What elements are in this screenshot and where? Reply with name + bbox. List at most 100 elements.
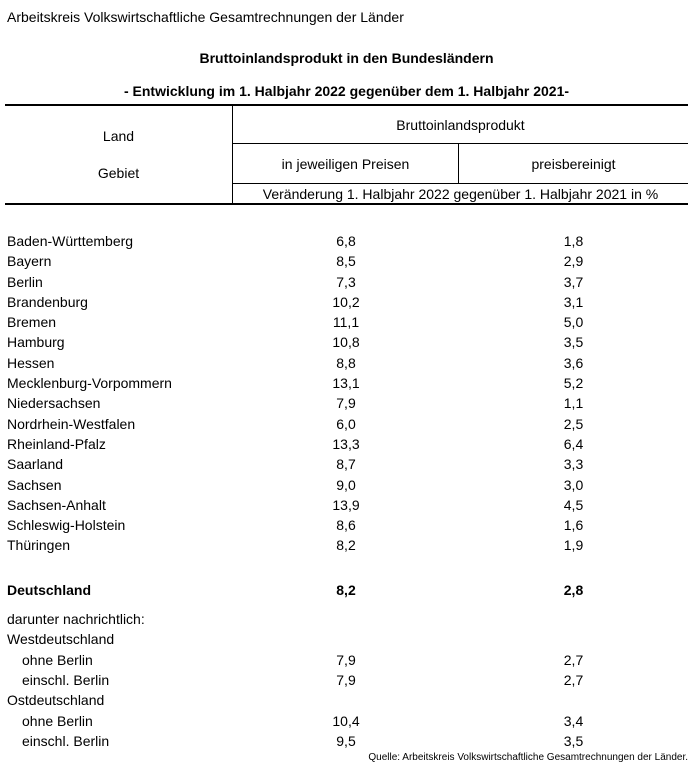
- real-value: 2,9: [563, 253, 584, 270]
- row-label: Sachsen-Anhalt: [7, 496, 106, 513]
- nominal-value: 8,6: [336, 517, 356, 534]
- row-label: Schleswig-Holstein: [7, 517, 126, 534]
- row-label: Mecklenburg-Vorpommern: [7, 375, 172, 392]
- real-value: 1,9: [563, 537, 584, 554]
- breakdown-row: Westdeutschland: [0, 629, 693, 649]
- total-row-deutschland: Deutschland 8,2 2,8: [0, 580, 693, 600]
- note-label: darunter nachrichtlich:: [7, 611, 145, 628]
- table-body: Baden-Württemberg 6,8 1,8 Bayern 8,5 2,9…: [0, 231, 693, 751]
- page-title: Bruttoinlandsprodukt in den Bundesländer…: [199, 50, 494, 66]
- nominal-value: 8,7: [336, 456, 356, 473]
- table-row: Brandenburg 10,2 3,1: [0, 292, 693, 312]
- nominal-value: 9,0: [336, 476, 356, 493]
- table-row: Baden-Württemberg 6,8 1,8: [0, 231, 693, 251]
- nominal-value: 10,8: [332, 334, 360, 351]
- table-row: Thüringen 8,2 1,9: [0, 535, 693, 555]
- nominal-value: [233, 629, 459, 649]
- row-label: Nordrhein-Westfalen: [7, 415, 136, 432]
- real-value: 3,5: [563, 334, 584, 351]
- nominal-value: 9,5: [336, 732, 356, 749]
- real-value: 3,3: [563, 456, 584, 473]
- table-row: Hessen 8,8 3,6: [0, 353, 693, 373]
- row-label: Thüringen: [7, 537, 71, 554]
- page-subtitle: - Entwicklung im 1. Halbjahr 2022 gegenü…: [123, 83, 570, 99]
- row-label: Berlin: [7, 273, 43, 290]
- column-header-nominal: in jeweiligen Preisen: [233, 144, 459, 183]
- real-value: [459, 690, 688, 710]
- value-columns-header: Bruttoinlandsprodukt in jeweiligen Preis…: [233, 106, 688, 203]
- table-row: Bayern 8,5 2,9: [0, 251, 693, 271]
- real-value: 3,5: [563, 732, 584, 749]
- row-label: Saarland: [7, 456, 64, 473]
- table-row: Berlin 7,3 3,7: [0, 272, 693, 292]
- nominal-value: 10,2: [332, 293, 360, 310]
- real-value: 1,6: [563, 517, 584, 534]
- nominal-value: 13,1: [332, 375, 360, 392]
- row-label: Hessen: [7, 354, 55, 371]
- nominal-value: 6,0: [336, 415, 356, 432]
- row-header-gebiet: Gebiet: [97, 165, 140, 182]
- row-label: Bayern: [7, 253, 52, 270]
- row-header-cell: Land Gebiet: [5, 106, 233, 203]
- table-header: Land Gebiet Bruttoinlandsprodukt in jewe…: [5, 104, 688, 205]
- breakdown-row: einschl. Berlin 7,9 2,7: [0, 670, 693, 690]
- real-value: 3,1: [563, 293, 584, 310]
- nominal-value: 6,8: [336, 233, 356, 249]
- table-row: Schleswig-Holstein 8,6 1,6: [0, 515, 693, 535]
- column-subheaders: in jeweiligen Preisen preisbereinigt: [233, 144, 688, 184]
- breakdown-row: einschl. Berlin 9,5 3,5: [0, 731, 693, 751]
- row-label: einschl. Berlin: [22, 671, 110, 688]
- row-label: ohne Berlin: [22, 651, 93, 668]
- real-value: 1,8: [563, 233, 584, 249]
- table-row: Niedersachsen 7,9 1,1: [0, 393, 693, 413]
- table-row: Nordrhein-Westfalen 6,0 2,5: [0, 414, 693, 434]
- row-label: Niedersachsen: [7, 395, 101, 412]
- row-label: Westdeutschland: [7, 631, 115, 648]
- row-header-land: Land: [102, 127, 135, 144]
- row-label: einschl. Berlin: [22, 732, 110, 749]
- nominal-value: 8,2: [336, 537, 356, 554]
- row-label: ohne Berlin: [22, 712, 93, 729]
- nominal-value: 13,3: [332, 435, 360, 452]
- real-value: 5,2: [563, 375, 584, 392]
- nominal-value: 7,3: [336, 273, 356, 290]
- nominal-value: 10,4: [332, 712, 360, 729]
- nominal-value: 8,8: [336, 354, 356, 371]
- table-row: Hamburg 10,8 3,5: [0, 332, 693, 352]
- row-label: Bremen: [7, 314, 57, 331]
- nominal-value: 8,5: [336, 253, 356, 270]
- nominal-value: [233, 690, 459, 710]
- value-group-header: Bruttoinlandsprodukt: [233, 106, 688, 144]
- source-note: Quelle: Arbeitskreis Volkswirtschaftlich…: [368, 752, 688, 763]
- row-label: Rheinland-Pfalz: [7, 435, 106, 452]
- unit-note: Veränderung 1. Halbjahr 2022 gegenüber 1…: [262, 185, 659, 202]
- row-label: Sachsen: [7, 476, 62, 493]
- real-value: 4,5: [563, 496, 584, 513]
- row-label: Ostdeutschland: [7, 692, 105, 709]
- real-value: [459, 629, 688, 649]
- note-row: darunter nachrichtlich:: [0, 609, 693, 629]
- table-row: Rheinland-Pfalz 13,3 6,4: [0, 434, 693, 454]
- real-value: 2,5: [563, 415, 584, 432]
- table-row: Bremen 11,1 5,0: [0, 312, 693, 332]
- column-header-real: preisbereinigt: [531, 155, 616, 172]
- nominal-value: 7,9: [336, 651, 356, 668]
- nominal-value: 8,2: [336, 581, 356, 598]
- table-row: Mecklenburg-Vorpommern 13,1 5,2: [0, 373, 693, 393]
- breakdown-row: Ostdeutschland: [0, 690, 693, 710]
- table-row: Sachsen-Anhalt 13,9 4,5: [0, 495, 693, 515]
- real-value: 1,1: [563, 395, 584, 412]
- real-value: 5,0: [563, 314, 584, 331]
- row-label: Hamburg: [7, 334, 65, 351]
- real-value: 3,6: [563, 354, 584, 371]
- breakdown-row: ohne Berlin 7,9 2,7: [0, 650, 693, 670]
- table-row: Saarland 8,7 3,3: [0, 454, 693, 474]
- real-value: 2,7: [563, 651, 584, 668]
- breakdown-row: ohne Berlin 10,4 3,4: [0, 711, 693, 731]
- row-label: Baden-Württemberg: [7, 233, 134, 249]
- real-value: 2,7: [563, 671, 584, 688]
- real-value: 3,4: [563, 712, 584, 729]
- real-value: 3,7: [563, 273, 584, 290]
- nominal-value: 13,9: [332, 496, 360, 513]
